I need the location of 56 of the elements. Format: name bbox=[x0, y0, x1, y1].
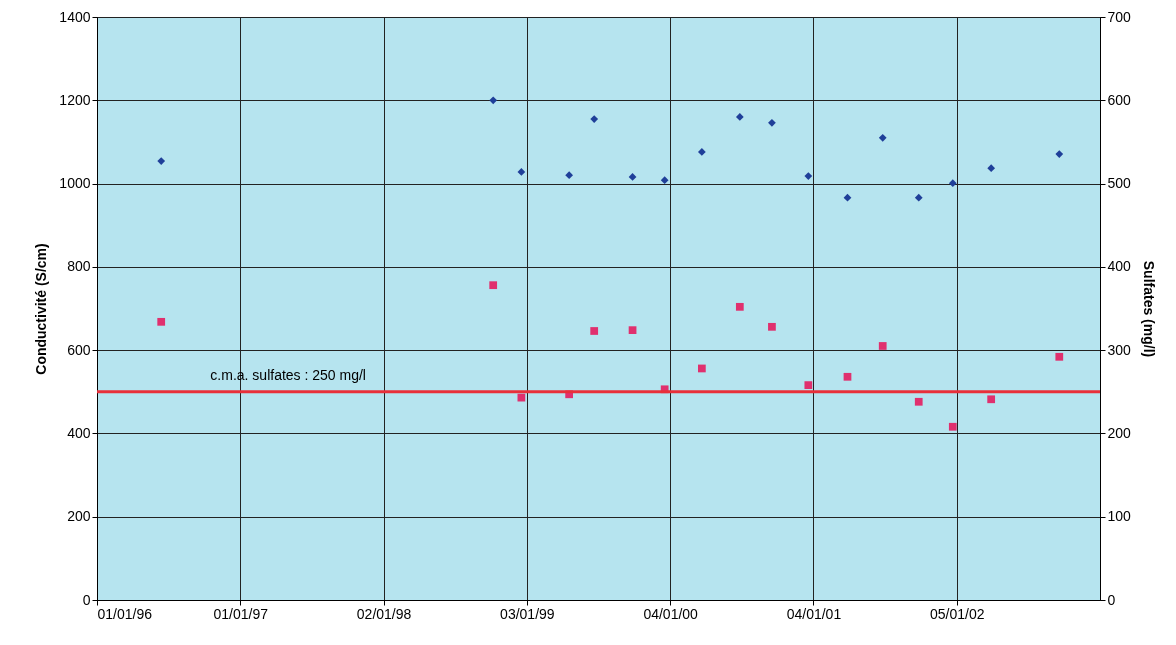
point bbox=[768, 322, 776, 331]
point bbox=[1055, 352, 1064, 361]
point bbox=[843, 372, 852, 381]
point bbox=[157, 317, 166, 326]
y2-tick-label: 300 bbox=[1107, 341, 1132, 358]
point bbox=[987, 395, 996, 404]
y-tick-label: 0 bbox=[82, 591, 91, 608]
point bbox=[878, 133, 887, 142]
y2-tick-label: 0 bbox=[1107, 591, 1116, 608]
y-tick-label: 1200 bbox=[59, 91, 91, 108]
point bbox=[697, 364, 706, 373]
x-tick-label: 01/01/96 bbox=[97, 605, 153, 622]
x-tick-label: 01/01/97 bbox=[213, 605, 269, 622]
point bbox=[948, 422, 957, 431]
point bbox=[878, 342, 887, 350]
y2-tick-label: 600 bbox=[1107, 91, 1132, 108]
y-tick-label: 1400 bbox=[59, 8, 91, 25]
point bbox=[843, 193, 852, 202]
x-tick-label: 04/01/00 bbox=[643, 605, 699, 622]
y2-tick-label: 500 bbox=[1107, 175, 1132, 192]
point bbox=[948, 179, 957, 188]
y2-tick-label: 100 bbox=[1107, 508, 1132, 525]
y2-tick-label: 200 bbox=[1107, 424, 1132, 441]
point bbox=[697, 148, 706, 156]
point bbox=[804, 172, 813, 180]
y2-tick-label: 400 bbox=[1107, 258, 1132, 275]
point bbox=[768, 118, 776, 127]
x-tick-label: 05/01/02 bbox=[929, 605, 985, 622]
point bbox=[804, 381, 813, 389]
point bbox=[987, 164, 996, 173]
y2-axis-title: Sulfates (mg/l) bbox=[1140, 260, 1157, 358]
point bbox=[1055, 150, 1064, 158]
y-tick-label: 1000 bbox=[59, 175, 91, 192]
point bbox=[628, 173, 637, 181]
y-tick-label: 400 bbox=[67, 424, 91, 441]
y-tick-label: 600 bbox=[67, 341, 91, 358]
y-axis-title: Conductivité (S/cm) bbox=[33, 243, 50, 375]
point bbox=[489, 96, 498, 105]
point bbox=[590, 115, 599, 123]
x-tick-label: 04/01/01 bbox=[786, 605, 842, 622]
point bbox=[157, 157, 166, 165]
x-tick-label: 03/01/99 bbox=[500, 605, 555, 622]
point bbox=[660, 176, 669, 185]
point bbox=[914, 193, 923, 202]
x-tick-label: 02/01/98 bbox=[356, 605, 412, 622]
point bbox=[735, 113, 744, 121]
point bbox=[489, 281, 498, 290]
point bbox=[517, 168, 526, 176]
y-tick-label: 800 bbox=[67, 258, 91, 275]
point bbox=[914, 397, 923, 406]
point bbox=[565, 171, 574, 180]
y-tick-label: 200 bbox=[67, 508, 91, 525]
point bbox=[735, 302, 744, 311]
point bbox=[590, 327, 599, 335]
y2-tick-label: 700 bbox=[1107, 8, 1132, 25]
point bbox=[628, 326, 637, 335]
